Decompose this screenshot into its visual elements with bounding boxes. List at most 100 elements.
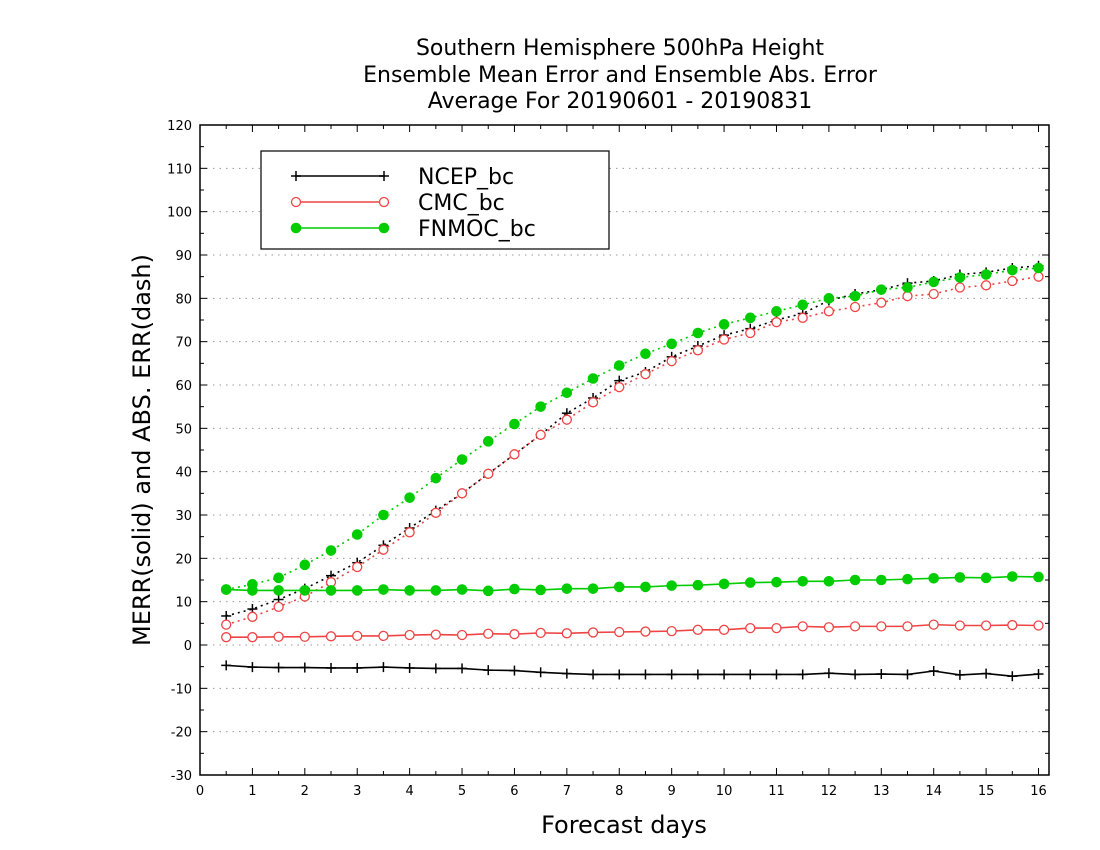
chart-title-line-2: Ensemble Mean Error and Ensemble Abs. Er… — [363, 63, 877, 88]
y-tick-label: 100 — [167, 206, 192, 221]
legend-label: NCEP_bc — [418, 165, 514, 190]
data-point — [430, 507, 441, 518]
data-point — [875, 574, 887, 586]
data-point — [273, 631, 284, 642]
data-point — [221, 619, 232, 630]
data-point — [744, 577, 756, 588]
data-point — [745, 669, 756, 680]
data-point — [666, 356, 677, 367]
data-point — [928, 666, 939, 676]
mean-error-line — [226, 575, 1039, 592]
abs-error-line — [225, 265, 1039, 617]
data-point — [954, 272, 966, 283]
y-tick-label: -30 — [171, 769, 192, 784]
y-tick-label: 70 — [175, 336, 192, 351]
data-point — [430, 663, 441, 674]
data-point — [1007, 571, 1018, 582]
data-point — [378, 630, 389, 642]
data-point — [954, 620, 966, 631]
data-point — [482, 436, 494, 447]
chart-title-line-3: Average For 20190601 - 20190831 — [427, 89, 813, 114]
data-point — [404, 585, 415, 596]
data-point — [430, 585, 442, 596]
data-point — [640, 669, 651, 680]
y-tick-label: 80 — [175, 292, 192, 307]
data-point — [875, 284, 887, 295]
data-point — [482, 585, 494, 597]
data-point — [613, 360, 625, 371]
data-point — [771, 622, 782, 634]
data-point — [535, 667, 546, 678]
data-point — [718, 624, 730, 635]
x-tick-label: 9 — [668, 784, 676, 799]
data-point — [692, 669, 703, 680]
data-point — [561, 387, 573, 399]
data-point — [640, 581, 651, 593]
data-point — [535, 401, 546, 412]
data-point — [692, 327, 704, 339]
data-point — [640, 369, 651, 380]
x-tick-label: 2 — [301, 784, 309, 799]
data-point — [588, 669, 599, 680]
y-axis-label: MERR(solid) and ABS. ERR(dash) — [128, 254, 156, 646]
data-point — [928, 619, 939, 630]
data-point — [1033, 620, 1044, 631]
data-point — [876, 621, 887, 632]
data-point — [902, 621, 913, 632]
data-point — [823, 668, 834, 679]
data-point — [981, 668, 992, 679]
x-tick-label: 3 — [353, 784, 361, 799]
data-point — [404, 662, 415, 673]
legend-box — [260, 150, 610, 250]
data-point — [483, 665, 494, 676]
data-point — [692, 624, 704, 635]
x-tick-label: 12 — [821, 784, 838, 799]
data-point — [247, 662, 258, 673]
data-point — [247, 585, 258, 596]
data-point — [1007, 671, 1018, 682]
data-point — [954, 572, 966, 583]
data-point — [718, 319, 730, 330]
data-point — [876, 297, 887, 308]
data-point — [771, 669, 782, 680]
legend-label: CMC_bc — [418, 191, 505, 216]
y-tick-label: -20 — [171, 726, 192, 741]
chart-title-line-1: Southern Hemisphere 500hPa Height — [415, 36, 825, 61]
x-tick-label: 7 — [563, 784, 571, 799]
data-point — [247, 611, 258, 622]
data-point — [290, 222, 302, 234]
data-point — [509, 629, 520, 640]
data-point — [902, 291, 913, 302]
data-point — [299, 662, 310, 673]
data-point — [404, 527, 415, 538]
data-point — [902, 669, 913, 680]
data-point — [954, 669, 965, 680]
data-point — [614, 626, 625, 638]
data-point — [456, 488, 468, 499]
data-point — [1007, 619, 1018, 631]
data-point — [273, 585, 284, 596]
data-point — [404, 492, 415, 503]
data-point — [666, 669, 677, 680]
data-point — [1033, 669, 1044, 680]
data-point — [221, 610, 232, 621]
data-point — [640, 348, 651, 360]
data-point — [718, 578, 730, 590]
data-point — [719, 669, 730, 680]
y-tick-label: 110 — [167, 162, 192, 177]
grid — [200, 167, 1049, 733]
data-point — [404, 629, 415, 641]
data-point — [823, 306, 835, 317]
data-point — [902, 282, 913, 293]
data-point — [561, 583, 573, 594]
y-tick-label: -10 — [171, 682, 192, 697]
data-point — [587, 373, 599, 384]
data-point — [1033, 262, 1044, 274]
abs-error-line — [226, 267, 1039, 591]
x-tick-label: 4 — [405, 784, 413, 799]
data-point — [299, 559, 311, 571]
data-point — [666, 625, 677, 637]
data-point — [351, 585, 363, 596]
y-tick-label: 30 — [175, 509, 192, 524]
